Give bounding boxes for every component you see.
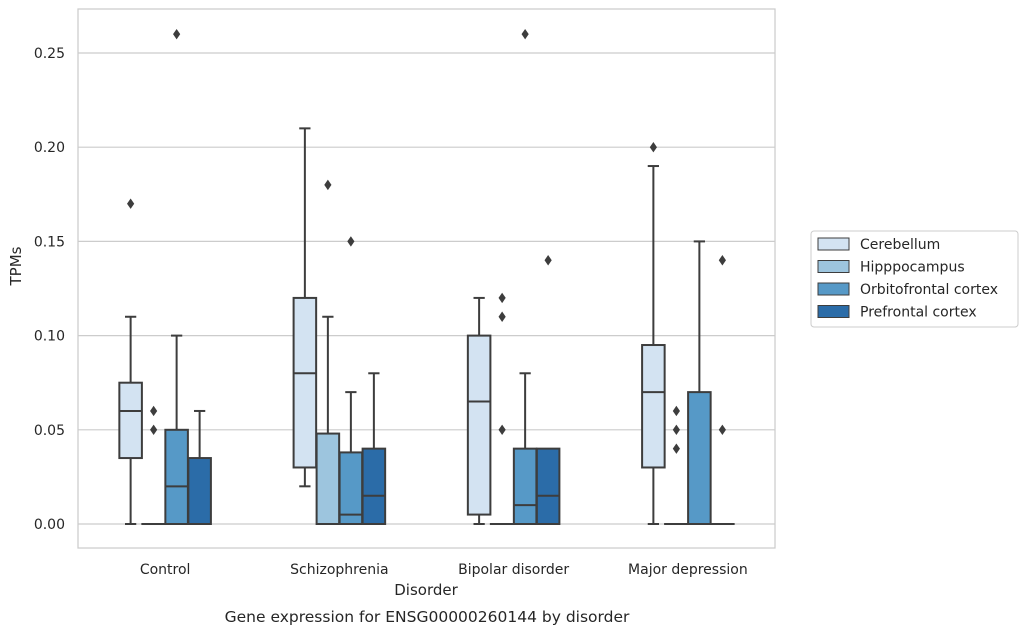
- legend: Cerebellum Hipppocampus Orbitofrontal cort…: [810, 230, 1019, 328]
- box-body: [687, 391, 712, 525]
- x-axis-title: Disorder: [394, 581, 458, 599]
- box-hipppocampus: [489, 292, 515, 526]
- chart-caption: Gene expression for ENSG00000260144 by d…: [225, 608, 630, 626]
- x-tick-label: Major depression: [628, 562, 748, 578]
- box-hipppocampus: [141, 405, 166, 526]
- outlier-point: [718, 424, 726, 435]
- box-body: [315, 432, 341, 525]
- x-tick-labels: Control Schizophrenia Bipolar disorder Majo…: [140, 562, 748, 578]
- outlier-point: [347, 236, 355, 247]
- box-cerebellum: [118, 198, 143, 525]
- box-hipppocampus: [315, 179, 341, 525]
- y-tick-label: 0.20: [34, 140, 65, 156]
- outlier-point: [324, 179, 332, 191]
- box-body: [466, 334, 492, 516]
- box-body: [512, 447, 538, 526]
- box-prefrontal-cortex: [535, 255, 561, 526]
- outlier-point: [127, 198, 135, 209]
- outlier-point: [521, 28, 529, 40]
- y-tick-label: 0.15: [34, 234, 65, 250]
- legend-frame: [810, 230, 1019, 328]
- box-body: [164, 428, 189, 525]
- y-tick-label: 0.05: [34, 423, 65, 439]
- box-cerebellum: [641, 142, 666, 525]
- legend-label: Orbitofrontal cortex: [860, 282, 998, 298]
- plot-frame: [77, 8, 776, 549]
- box-prefrontal-cortex: [710, 255, 735, 526]
- y-tick-label: 0.25: [34, 46, 65, 62]
- box-body: [118, 381, 143, 460]
- box-hipppocampus: [664, 405, 689, 526]
- box-prefrontal-cortex: [361, 372, 387, 526]
- outlier-point: [544, 255, 552, 266]
- x-tick-label: Control: [140, 562, 191, 578]
- y-tick-labels: 0.00 0.05 0.10 0.15 0.20 0.25: [34, 46, 65, 533]
- box-orbitofrontal-cortex: [164, 28, 189, 525]
- outlier-point: [498, 292, 506, 304]
- outlier-point: [672, 405, 680, 417]
- legend-swatch: [817, 305, 850, 318]
- y-tick-label: 0.00: [34, 517, 65, 533]
- legend-swatch: [817, 282, 850, 296]
- box-body: [338, 451, 364, 525]
- outlier-point: [498, 424, 506, 435]
- outlier-point: [150, 405, 158, 417]
- legend-label: Hipppocampus: [860, 260, 965, 276]
- x-tick-label: Bipolar disorder: [458, 562, 569, 578]
- outlier-point: [498, 311, 506, 322]
- box-body: [187, 457, 212, 525]
- outlier-point: [150, 424, 158, 435]
- box-cerebellum: [292, 127, 318, 488]
- box-body: [361, 447, 387, 526]
- box-orbitofrontal-cortex: [512, 28, 538, 526]
- outlier-point: [672, 443, 680, 454]
- outlier-point: [173, 28, 181, 40]
- box-orbitofrontal-cortex: [687, 240, 712, 525]
- box-prefrontal-cortex: [187, 409, 212, 525]
- legend-swatch: [817, 237, 850, 251]
- legend-label: Cerebellum: [860, 237, 940, 253]
- box-cerebellum: [466, 296, 492, 525]
- box-plot-area: [118, 28, 735, 526]
- outlier-point: [649, 142, 657, 153]
- outlier-point: [718, 255, 726, 266]
- box-body: [535, 447, 561, 526]
- box-body: [641, 344, 666, 469]
- legend-swatch: [817, 260, 850, 273]
- y-axis-title: TPMs: [7, 246, 25, 286]
- legend-label: Prefrontal cortex: [860, 305, 977, 321]
- outlier-point: [672, 424, 680, 435]
- x-tick-label: Schizophrenia: [290, 562, 388, 578]
- y-tick-label: 0.10: [34, 329, 65, 345]
- box-orbitofrontal-cortex: [338, 236, 364, 525]
- box-body: [292, 296, 318, 469]
